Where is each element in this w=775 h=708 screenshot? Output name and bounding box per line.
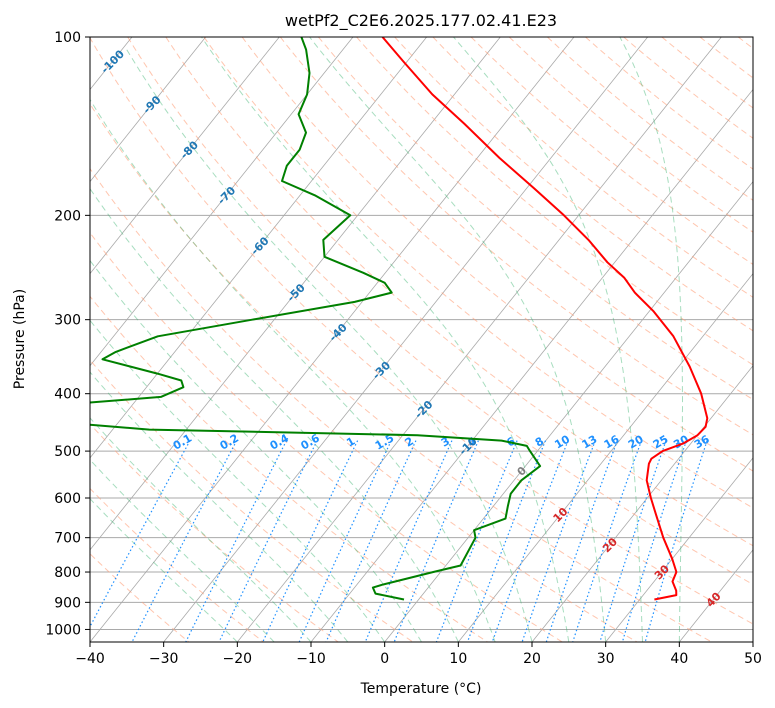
mixing-ratio-line	[491, 440, 569, 642]
isotherm-line	[237, 37, 722, 642]
moist-adiabat-line	[90, 498, 238, 642]
mixing-ratio-line	[435, 440, 518, 642]
isotherm-line	[90, 37, 280, 275]
dry-adiabat-line	[241, 37, 753, 472]
isotherm-line	[458, 273, 753, 642]
x-tick-label: −40	[75, 651, 105, 667]
dry-adiabat-line	[90, 487, 264, 642]
y-tick-label: 900	[54, 595, 81, 611]
x-tick-label: 30	[597, 651, 615, 667]
dry-adiabat-line	[90, 231, 563, 642]
dry-adiabat-line	[127, 37, 753, 585]
y-tick-label: 100	[54, 30, 81, 46]
moist-adiabat-line	[90, 259, 422, 642]
mixing-ratio-line	[466, 440, 547, 642]
mixing-ratio-line	[621, 440, 687, 642]
dewpoint-profile	[90, 37, 542, 601]
isotherm-line	[384, 180, 753, 642]
mixing-ratio-line	[185, 440, 288, 642]
isotherm-line	[90, 37, 427, 459]
isotherm-line	[90, 37, 354, 367]
x-tick-label: 40	[670, 651, 688, 667]
dry-adiabat-line	[356, 37, 753, 366]
y-tick-label: 500	[54, 444, 81, 460]
isotherm-line	[531, 365, 753, 642]
x-tick-label: 50	[744, 651, 762, 667]
moist-adiabat-line	[90, 417, 312, 642]
x-tick-label: 0	[380, 651, 389, 667]
chart-title: wetPf2_C2E6.2025.177.02.41.E23	[285, 11, 557, 31]
dry-adiabat-line	[90, 423, 339, 642]
x-axis-label: Temperature (°C)	[360, 681, 482, 697]
moist-adiabat-line	[126, 49, 533, 642]
x-tick-label: 10	[449, 651, 467, 667]
mixing-ratio-line	[364, 440, 453, 642]
isotherm-line	[90, 37, 575, 642]
mixing-ratio-line	[218, 440, 318, 642]
y-axis-label: Pressure (hPa)	[12, 289, 28, 389]
dry-adiabat-line	[585, 37, 753, 170]
dry-adiabat-line	[508, 37, 753, 233]
moist-adiabat-line	[619, 37, 683, 642]
temperature-profile	[381, 37, 709, 601]
isotherm-line	[605, 457, 753, 642]
moist-adiabat-line	[90, 187, 459, 642]
x-tick-label: −20	[223, 651, 253, 667]
mixing-ratio-line	[298, 440, 392, 642]
dry-adiabat-line	[279, 37, 753, 436]
moist-adiabat-line	[90, 371, 349, 642]
y-tick-label: 1000	[45, 622, 81, 638]
mixing-ratio-line	[393, 440, 479, 642]
dry-adiabat-line	[90, 102, 712, 642]
x-tick-label: 20	[523, 651, 541, 667]
moist-adiabat-line	[90, 98, 496, 642]
dry-adiabat-line	[90, 167, 638, 642]
x-tick-label: −30	[149, 651, 179, 667]
y-tick-label: 600	[54, 491, 81, 507]
mixing-ratio-line	[262, 440, 359, 642]
moist-adiabat-line	[453, 37, 643, 642]
isotherm-line	[163, 37, 648, 642]
moist-adiabat-line	[90, 319, 386, 642]
y-tick-label: 800	[54, 565, 81, 581]
moist-adiabat-line	[309, 37, 607, 642]
y-tick-label: 300	[54, 313, 81, 329]
mixing-ratio-line	[325, 440, 417, 642]
isotherm-line	[90, 37, 501, 551]
y-tick-label: 400	[54, 387, 81, 403]
y-tick-label: 200	[54, 208, 81, 224]
plot-frame	[89, 36, 754, 643]
mixing-ratio-line	[599, 440, 667, 642]
moist-adiabat-line	[201, 37, 570, 642]
dry-adiabat-line	[90, 37, 753, 625]
x-tick-label: −10	[296, 651, 326, 667]
isotherm-line	[90, 37, 206, 183]
dry-adiabat-line	[623, 37, 753, 139]
dry-adiabat-line	[394, 37, 753, 332]
dry-adiabat-line	[165, 37, 753, 547]
axes: −40 −30 −20 −10 0 10 20 30 40 50 100 200 300 400 500 60…	[45, 30, 762, 667]
dry-adiabat-line	[203, 37, 753, 509]
y-tick-label: 700	[54, 531, 81, 547]
mixing-ratio-line	[131, 440, 238, 642]
